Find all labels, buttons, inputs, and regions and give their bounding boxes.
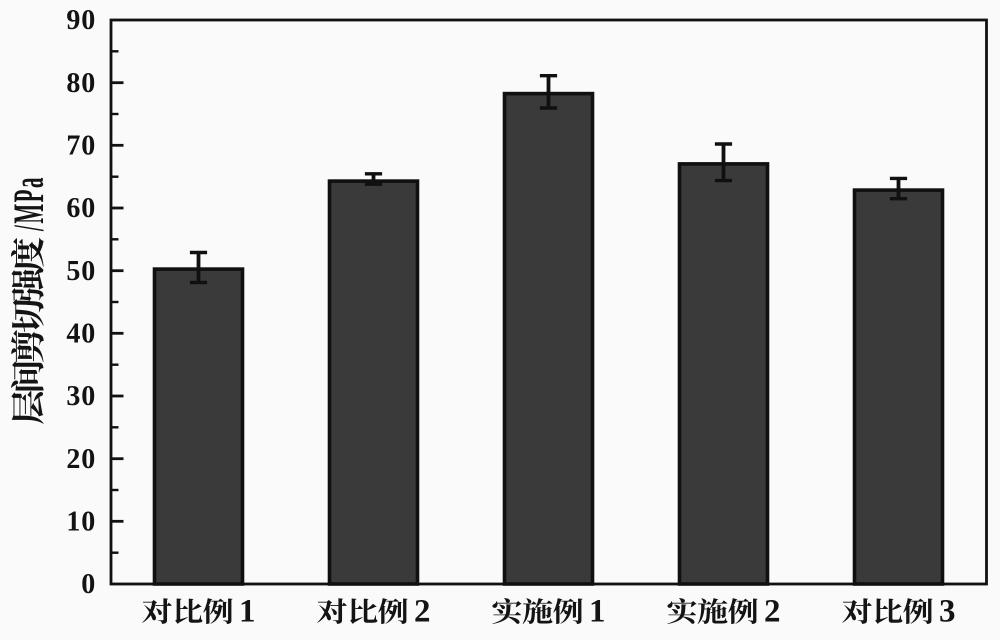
svg-text:60: 60 [66, 193, 96, 224]
svg-text:10: 10 [66, 507, 96, 538]
svg-text:90: 90 [66, 5, 96, 36]
svg-text:1: 1 [239, 594, 256, 630]
svg-text:/MPa: /MPa [6, 176, 53, 232]
svg-text:0: 0 [81, 569, 96, 600]
svg-text:2: 2 [764, 594, 781, 630]
svg-text:50: 50 [66, 256, 96, 287]
svg-text:3: 3 [939, 594, 956, 630]
svg-text:30: 30 [66, 381, 96, 412]
svg-text:70: 70 [66, 131, 96, 162]
svg-text:2: 2 [414, 594, 431, 630]
svg-text:40: 40 [66, 319, 96, 350]
svg-text:1: 1 [589, 594, 606, 630]
svg-text:80: 80 [66, 68, 96, 99]
svg-text:20: 20 [66, 444, 96, 475]
